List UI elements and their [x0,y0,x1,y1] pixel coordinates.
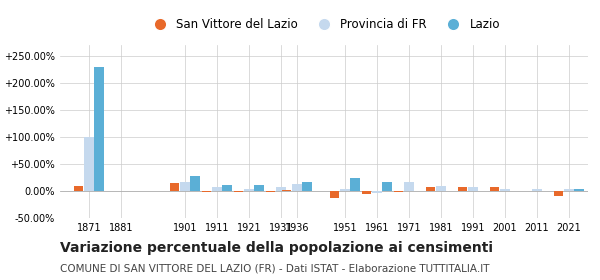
Bar [426,187,435,191]
Bar [170,183,179,191]
Bar [468,187,478,191]
Bar [330,191,339,198]
Bar [372,191,382,193]
Bar [458,188,467,191]
Bar [436,186,446,191]
Bar [404,181,413,191]
Bar [94,67,104,191]
Bar [574,188,584,191]
Bar [490,187,499,191]
Bar [74,186,83,191]
Bar [276,187,286,191]
Bar [292,184,302,191]
Bar [212,187,221,191]
Bar [84,137,94,191]
Bar [190,176,200,191]
Bar [244,188,254,191]
Bar [340,188,350,191]
Legend: San Vittore del Lazio, Provincia di FR, Lazio: San Vittore del Lazio, Provincia di FR, … [143,13,505,36]
Bar [254,185,264,191]
Text: Variazione percentuale della popolazione ai censimenti: Variazione percentuale della popolazione… [60,241,493,255]
Bar [564,188,574,191]
Bar [234,191,243,192]
Bar [394,191,403,192]
Bar [202,191,211,192]
Bar [532,188,542,191]
Text: COMUNE DI SAN VITTORE DEL LAZIO (FR) - Dati ISTAT - Elaborazione TUTTITALIA.IT: COMUNE DI SAN VITTORE DEL LAZIO (FR) - D… [60,263,490,273]
Bar [282,190,291,191]
Bar [350,178,360,191]
Bar [382,181,392,191]
Bar [362,191,371,194]
Bar [266,191,275,192]
Bar [500,188,509,191]
Bar [554,191,563,196]
Bar [302,181,312,191]
Bar [180,181,190,191]
Bar [223,185,232,191]
